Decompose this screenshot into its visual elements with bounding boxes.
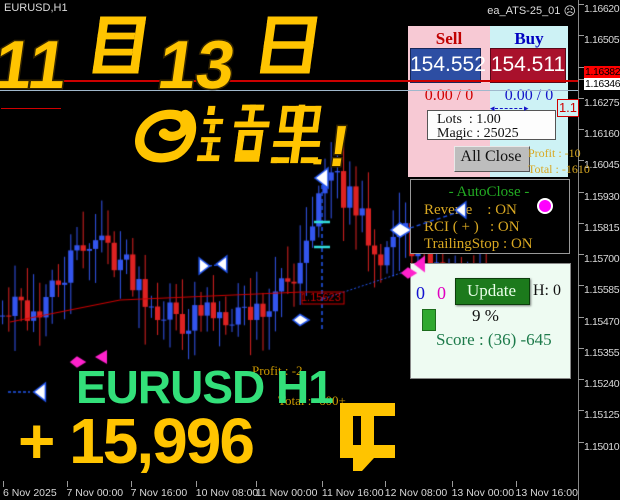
svg-text:!: ! [325, 114, 353, 179]
svg-text:13: 13 [154, 27, 240, 103]
svg-text:11: 11 [0, 27, 72, 103]
